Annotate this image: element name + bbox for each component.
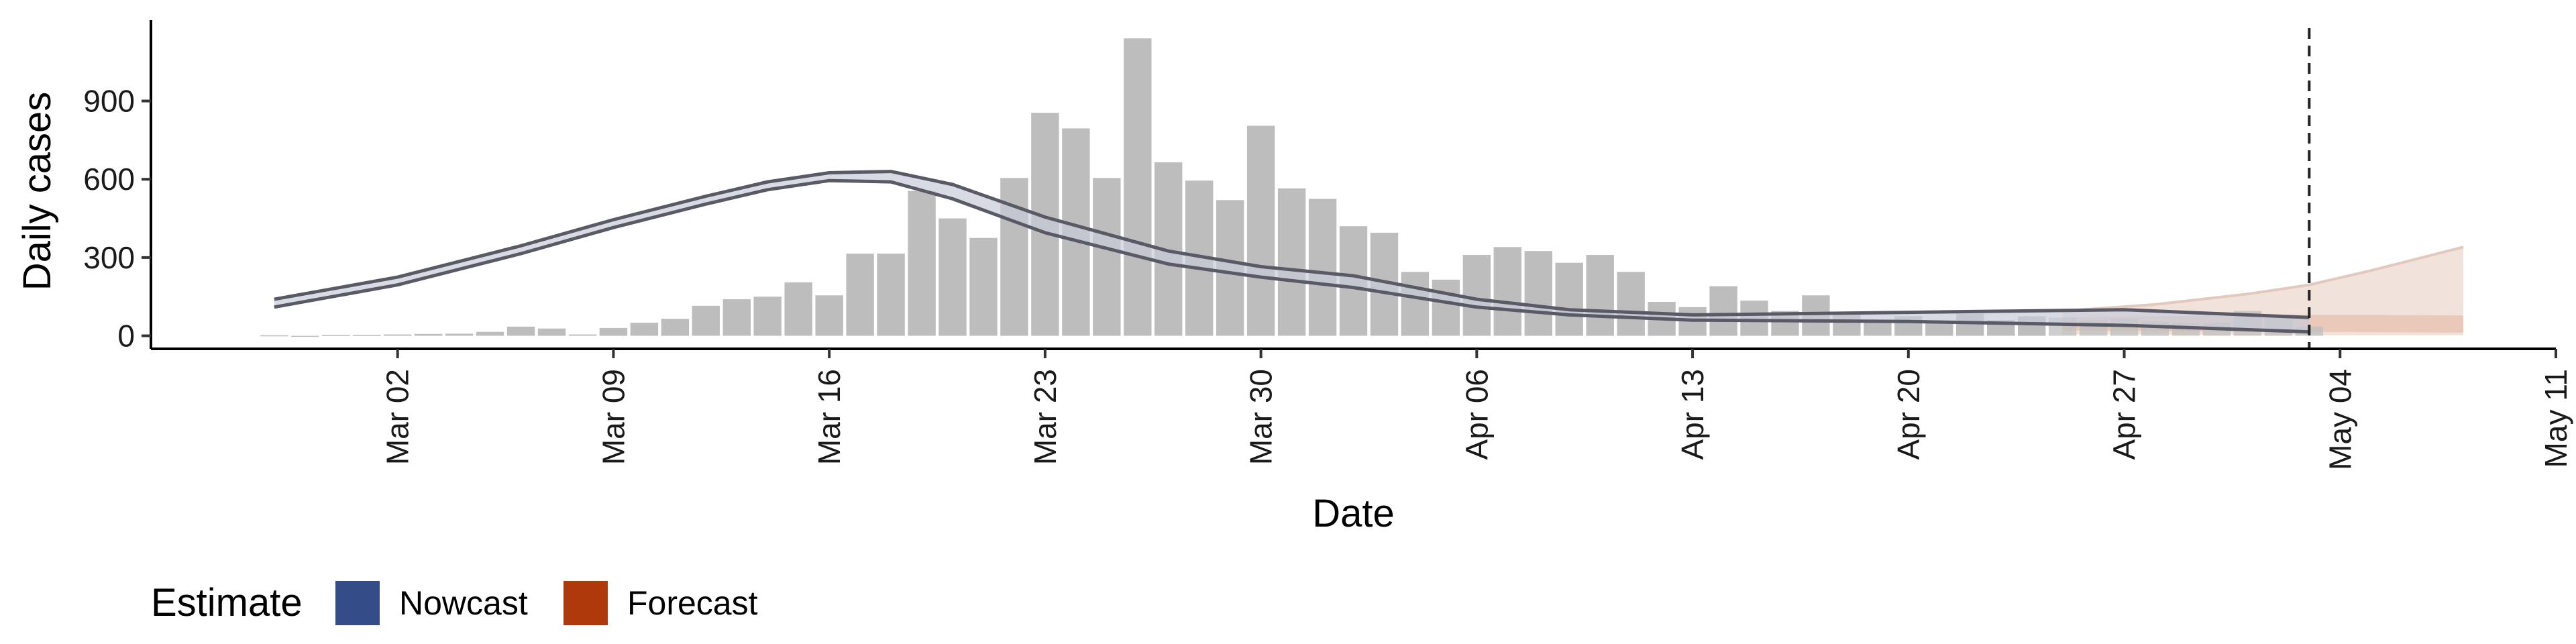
bar bbox=[415, 333, 443, 336]
bar bbox=[1401, 272, 1430, 336]
bar bbox=[1432, 279, 1460, 336]
bar bbox=[877, 254, 905, 336]
legend-label-nowcast: Nowcast bbox=[399, 584, 528, 622]
y-ticks: 0 300 600 900 bbox=[83, 84, 151, 354]
x-tick-label: Mar 30 bbox=[1244, 369, 1279, 465]
bar bbox=[1524, 251, 1552, 336]
bar bbox=[1709, 286, 1737, 336]
bar bbox=[784, 282, 812, 336]
bar bbox=[1124, 38, 1152, 336]
bar bbox=[476, 331, 504, 336]
bar bbox=[322, 335, 350, 336]
bar bbox=[1462, 255, 1491, 336]
bar bbox=[568, 334, 597, 336]
bar bbox=[908, 191, 936, 336]
x-axis-title: Date bbox=[1312, 492, 1395, 535]
forecast-upper-line bbox=[2062, 246, 2464, 313]
legend-swatch-forecast bbox=[564, 581, 608, 625]
bar bbox=[630, 323, 659, 336]
bar bbox=[506, 326, 535, 336]
bar bbox=[815, 295, 843, 336]
bar bbox=[846, 254, 874, 336]
x-tick-label: Apr 06 bbox=[1459, 369, 1494, 460]
bars bbox=[260, 38, 2323, 337]
nowcast-band bbox=[274, 170, 2310, 334]
bar bbox=[599, 327, 628, 336]
legend-title: Estimate bbox=[151, 581, 303, 625]
x-tick-label: Mar 23 bbox=[1028, 369, 1063, 465]
bar bbox=[384, 334, 412, 336]
x-tick-label: May 04 bbox=[2322, 369, 2357, 470]
bar bbox=[1493, 247, 1521, 336]
legend: Estimate Nowcast Forecast bbox=[151, 581, 758, 625]
bar bbox=[537, 328, 566, 336]
bar bbox=[1864, 320, 1892, 336]
bar bbox=[1617, 272, 1645, 336]
bar bbox=[692, 305, 720, 336]
legend-label-forecast: Forecast bbox=[627, 584, 758, 622]
bar bbox=[753, 297, 782, 336]
x-tick-label: Mar 16 bbox=[812, 369, 847, 465]
bar bbox=[1246, 125, 1275, 336]
bar bbox=[1586, 255, 1614, 336]
nowcast-upper-line bbox=[274, 170, 2310, 319]
bar bbox=[969, 237, 998, 336]
bar bbox=[353, 335, 381, 336]
x-tick-label: Mar 02 bbox=[380, 369, 415, 465]
bar bbox=[661, 319, 690, 336]
bar bbox=[445, 333, 474, 336]
x-tick-label: May 11 bbox=[2538, 369, 2573, 468]
bar bbox=[1308, 199, 1337, 336]
x-tick-label: Apr 27 bbox=[2107, 369, 2142, 460]
x-tick-label: Apr 13 bbox=[1675, 369, 1710, 460]
nowcast-band-area bbox=[274, 171, 2310, 332]
nowcast-lower-line bbox=[274, 178, 2310, 334]
bar bbox=[938, 218, 967, 336]
bar bbox=[1925, 321, 1953, 336]
y-tick-label: 600 bbox=[83, 162, 135, 197]
y-tick-label: 300 bbox=[83, 240, 135, 275]
bar bbox=[1093, 178, 1121, 336]
legend-swatch-nowcast bbox=[335, 581, 380, 625]
bar bbox=[291, 335, 319, 337]
x-tick-label: Apr 20 bbox=[1891, 369, 1926, 460]
y-tick-label: 900 bbox=[83, 84, 135, 119]
bar bbox=[722, 299, 751, 336]
y-tick-label: 0 bbox=[117, 319, 135, 354]
x-ticks: Mar 02 Mar 09 Mar 16 Mar 23 Mar 30 Apr 06 Apr … bbox=[380, 349, 2573, 470]
x-tick-label: Mar 09 bbox=[596, 369, 631, 465]
bar bbox=[1555, 262, 1583, 336]
y-axis-title: Daily cases bbox=[15, 92, 59, 291]
bar bbox=[1277, 188, 1306, 336]
bar bbox=[260, 335, 288, 337]
